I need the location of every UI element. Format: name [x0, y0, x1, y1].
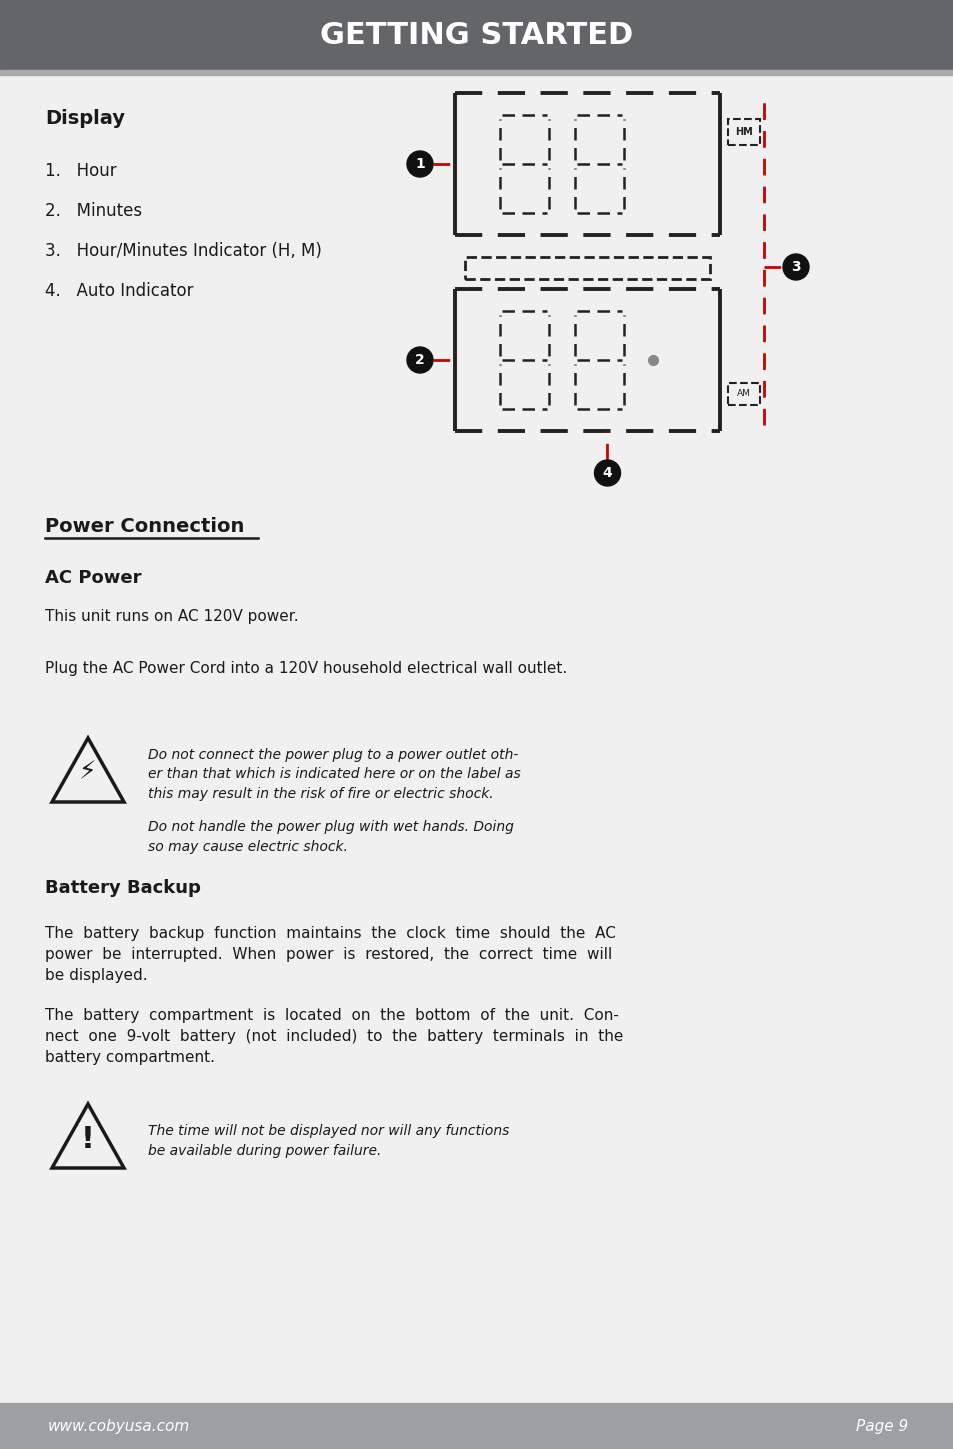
Text: The  battery  backup  function  maintains  the  clock  time  should  the  AC
pow: The battery backup function maintains th… [45, 926, 616, 982]
Text: Page 9: Page 9 [855, 1419, 907, 1433]
Circle shape [407, 151, 433, 177]
Text: Plug the AC Power Cord into a 120V household electrical wall outlet.: Plug the AC Power Cord into a 120V house… [45, 661, 567, 675]
Text: Power Connection: Power Connection [45, 516, 244, 536]
Text: Battery Backup: Battery Backup [45, 880, 201, 897]
Text: HM: HM [735, 128, 752, 138]
Circle shape [594, 459, 619, 485]
Text: 3.   Hour/Minutes Indicator (H, M): 3. Hour/Minutes Indicator (H, M) [45, 242, 321, 259]
Text: ⚡: ⚡ [79, 759, 96, 784]
Text: This unit runs on AC 120V power.: This unit runs on AC 120V power. [45, 609, 298, 623]
Bar [0, 70, 953, 75]
Text: AC Power: AC Power [45, 569, 141, 587]
Text: AM: AM [737, 390, 750, 398]
Circle shape [407, 346, 433, 372]
Text: 1.   Hour: 1. Hour [45, 162, 116, 180]
Text: Do not handle the power plug with wet hands. Doing
so may cause electric shock.: Do not handle the power plug with wet ha… [148, 820, 514, 853]
Text: 2.   Minutes: 2. Minutes [45, 201, 142, 220]
Bar [0, 1403, 953, 1449]
Bar [727, 383, 760, 406]
Text: The  battery  compartment  is  located  on  the  bottom  of  the  unit.  Con-
ne: The battery compartment is located on th… [45, 1009, 622, 1065]
Text: The time will not be displayed nor will any functions
be available during power : The time will not be displayed nor will … [148, 1124, 509, 1158]
Text: !: ! [81, 1124, 95, 1153]
Circle shape [782, 254, 808, 280]
Text: 4.   Auto Indicator: 4. Auto Indicator [45, 283, 193, 300]
Text: Do not connect the power plug to a power outlet oth-
er than that which is indic: Do not connect the power plug to a power… [148, 748, 520, 801]
Text: GETTING STARTED: GETTING STARTED [320, 20, 633, 49]
Text: Display: Display [45, 110, 125, 129]
Bar [0, 0, 953, 70]
Text: 4: 4 [602, 467, 612, 480]
Text: 2: 2 [415, 354, 424, 367]
Text: www.cobyusa.com: www.cobyusa.com [48, 1419, 190, 1433]
Text: 3: 3 [790, 259, 800, 274]
Bar [727, 119, 760, 145]
Bar [464, 256, 709, 280]
Text: 1: 1 [415, 156, 424, 171]
